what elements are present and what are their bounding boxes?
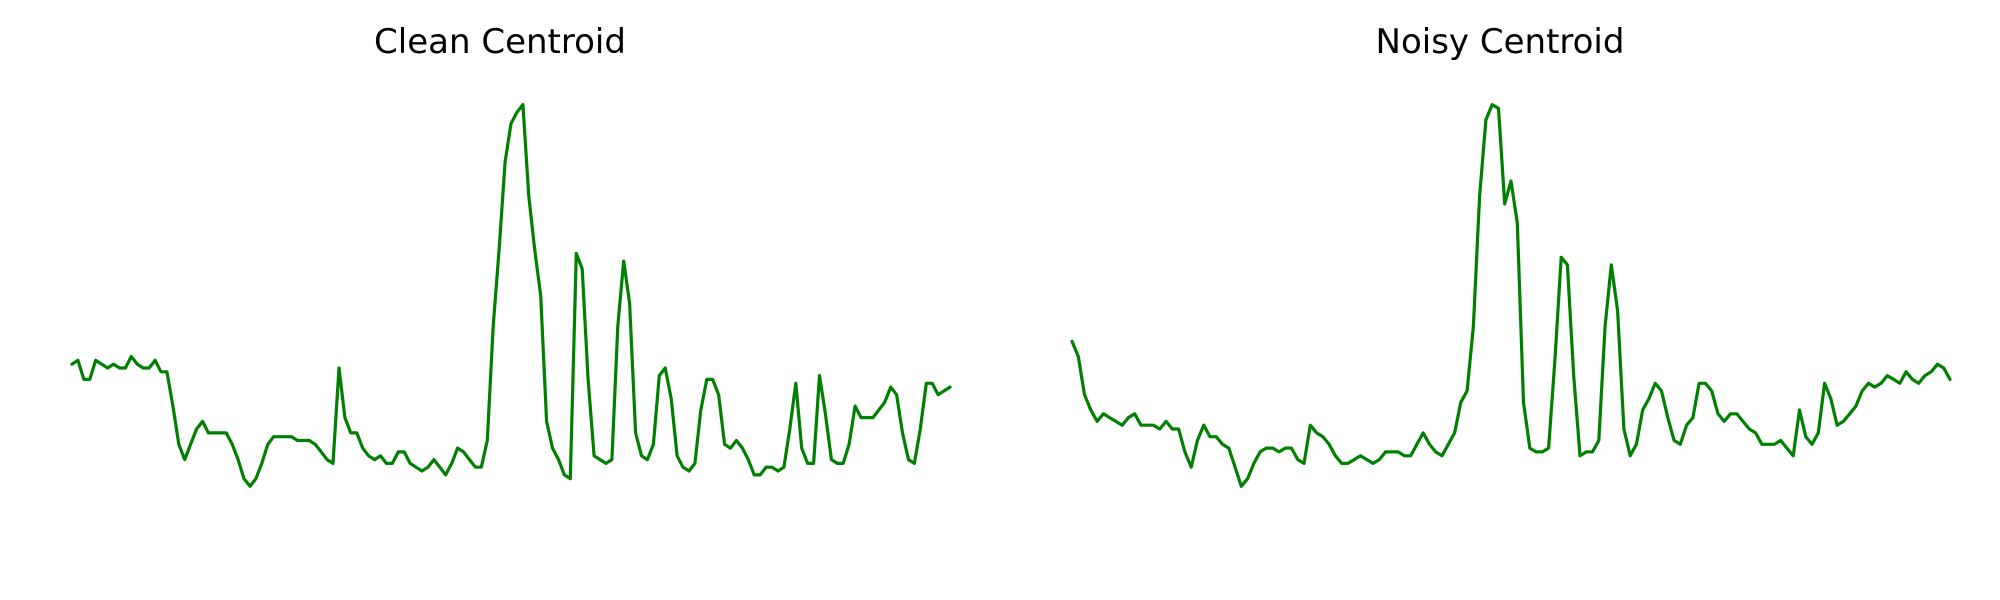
series-line bbox=[70, 102, 952, 488]
noisy-centroid-panel: Noisy Centroid bbox=[1000, 0, 2000, 600]
chart-title: Clean Centroid bbox=[374, 22, 626, 62]
clean-centroid-plot bbox=[70, 102, 952, 488]
noisy-centroid-plot bbox=[1070, 102, 1952, 488]
series-line bbox=[1070, 102, 1952, 488]
clean-centroid-panel: Clean Centroid bbox=[70, 22, 952, 488]
chart-title: Noisy Centroid bbox=[1375, 22, 1625, 62]
